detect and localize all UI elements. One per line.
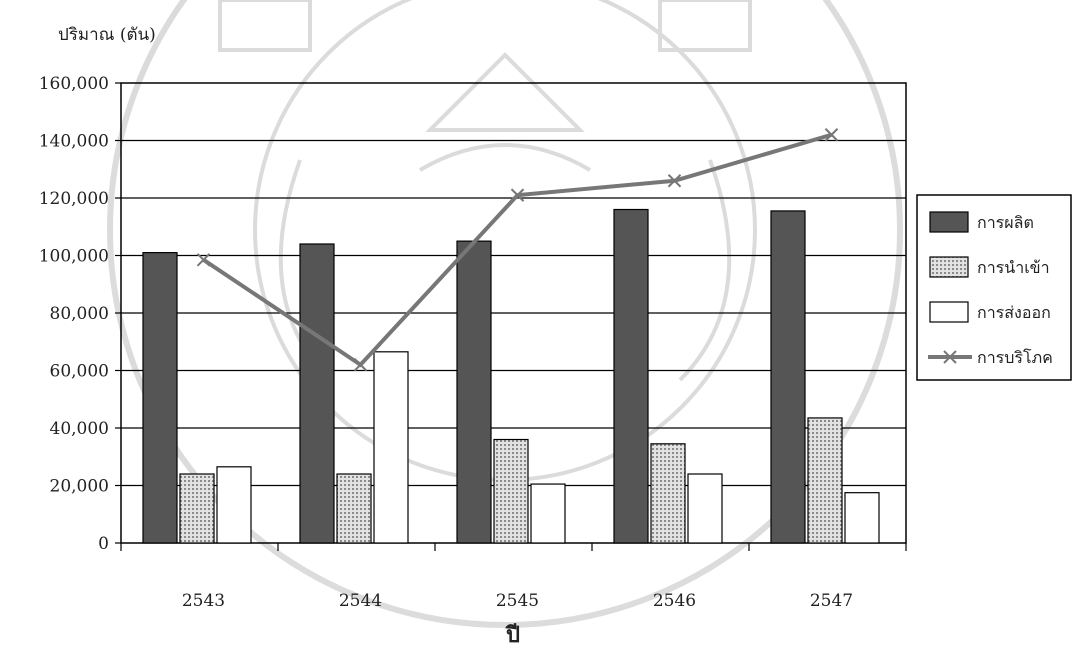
bar-2547-2 — [844, 492, 880, 544]
line-point-2544 — [353, 358, 368, 372]
bar-2544-2 — [373, 351, 409, 544]
bar-2544-0 — [299, 243, 335, 544]
bar-2546-1 — [650, 443, 686, 544]
y-tick-label: 120,000 — [39, 189, 109, 209]
legend-swatch — [929, 256, 969, 278]
plot-area: 2543 2544 2545 2546 2547 0 20,000 40,000 60,000… — [39, 74, 907, 611]
bar-2546-0 — [613, 208, 649, 544]
line-point-2543 — [196, 253, 211, 267]
y-axis-ticks: 0 20,000 40,000 60,000 80,000 100,000 120,000 1… — [39, 74, 121, 554]
x-tick-label: 2545 — [496, 591, 539, 611]
bar-2547-1 — [807, 417, 843, 544]
y-tick-label: 0 — [98, 534, 109, 554]
y-tick-label: 100,000 — [39, 247, 109, 267]
y-tick-label: 40,000 — [50, 419, 109, 439]
x-axis: 2543 2544 2545 2546 2547 — [120, 543, 907, 611]
line-point-2545 — [510, 188, 525, 202]
y-tick-label: 160,000 — [39, 74, 109, 94]
x-axis-title: ปี — [505, 622, 520, 648]
y-axis-title: ปริมาณ (ตัน) — [58, 25, 156, 45]
line-point-2547 — [824, 128, 839, 142]
x-tick-label: 2547 — [810, 591, 853, 611]
legend-label: การบริโภค — [977, 348, 1053, 367]
legend-marker — [943, 350, 957, 364]
bar-2543-1 — [179, 473, 215, 544]
bar-2545-0 — [456, 240, 492, 544]
bar-2545-2 — [530, 483, 566, 544]
bar-2543-0 — [142, 252, 178, 544]
bar-2547-0 — [770, 210, 806, 544]
y-tick-label: 80,000 — [50, 304, 109, 324]
y-tick-label: 140,000 — [39, 132, 109, 152]
legend-label: การนำเข้า — [977, 258, 1050, 277]
x-tick-label: 2546 — [653, 591, 696, 611]
line-point-2546 — [667, 174, 682, 188]
legend-swatch — [929, 301, 969, 323]
legend-label: การผลิต — [977, 213, 1034, 232]
bars — [142, 208, 880, 544]
bar-2543-2 — [216, 466, 252, 544]
y-tick-label: 20,000 — [50, 477, 109, 497]
x-tick-label: 2543 — [182, 591, 225, 611]
legend-swatch — [929, 211, 969, 233]
bar-2546-2 — [687, 473, 723, 544]
bar-2545-1 — [493, 438, 529, 544]
legend-label: การส่งออก — [977, 303, 1051, 322]
x-tick-label: 2544 — [339, 591, 382, 611]
bar-2544-1 — [336, 473, 372, 544]
y-tick-label: 60,000 — [50, 362, 109, 382]
line-series — [196, 128, 839, 372]
